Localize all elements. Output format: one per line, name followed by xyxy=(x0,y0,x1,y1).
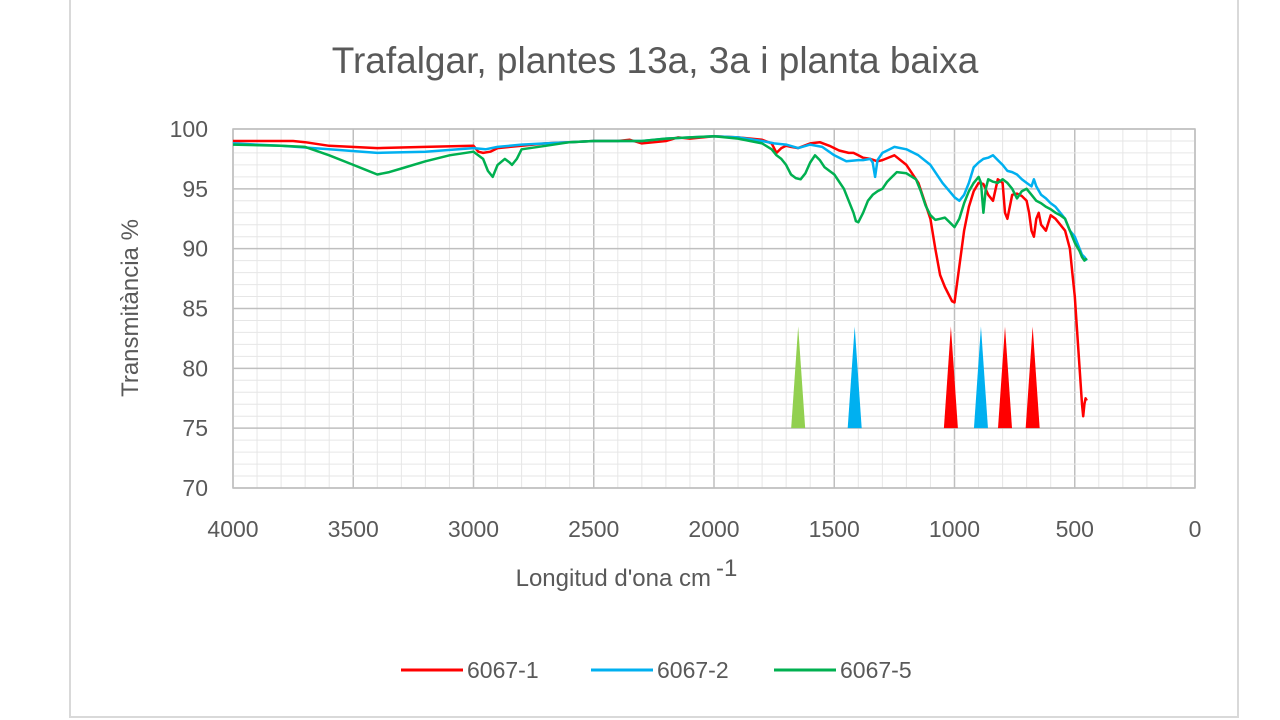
y-tick-label: 90 xyxy=(182,236,208,262)
peak-marker xyxy=(973,326,988,429)
peak-marker xyxy=(847,326,862,429)
y-tick-label: 95 xyxy=(182,176,208,202)
legend: 6067-1 6067-2 6067-5 xyxy=(401,657,912,683)
x-tick-label: 1500 xyxy=(809,516,860,542)
peak-marker xyxy=(943,326,958,429)
y-tick-label: 80 xyxy=(182,355,208,381)
y-tick-label: 75 xyxy=(182,415,208,441)
x-tick-label: 0 xyxy=(1189,516,1202,542)
y-tick-label: 100 xyxy=(170,116,208,142)
series-layer xyxy=(232,134,1088,418)
peak-marker xyxy=(1025,326,1040,429)
grid-layer xyxy=(232,128,1196,489)
y-tick-label: 85 xyxy=(182,296,208,322)
chart-title: Trafalgar, plantes 13a, 3a i planta baix… xyxy=(332,40,979,81)
x-tick-label: 500 xyxy=(1056,516,1094,542)
x-tick-label: 2500 xyxy=(568,516,619,542)
x-axis-label-superscript: -1 xyxy=(716,555,737,582)
y-tick-labels: 100 95 90 85 80 75 70 xyxy=(170,116,208,501)
peak-marker xyxy=(791,326,806,429)
series-line-6067-5 xyxy=(232,134,1088,262)
series-line-6067-1 xyxy=(233,134,1088,418)
peak-markers xyxy=(791,326,1040,429)
legend-label-6067-2: 6067-2 xyxy=(657,657,729,683)
y-axis-label: Transmitància % xyxy=(117,219,144,397)
y-tick-label: 70 xyxy=(182,475,208,501)
legend-label-6067-1: 6067-1 xyxy=(467,657,539,683)
x-tick-label: 2000 xyxy=(688,516,739,542)
x-axis-label: Longitud d'ona cm xyxy=(516,565,711,592)
x-tick-label: 4000 xyxy=(207,516,258,542)
chart-frame: Trafalgar, plantes 13a, 3a i planta baix… xyxy=(69,0,1239,718)
series-line-6067-2 xyxy=(232,134,1088,262)
plot-area-border xyxy=(232,128,1196,489)
x-tick-label: 3000 xyxy=(448,516,499,542)
x-tick-label: 1000 xyxy=(929,516,980,542)
legend-label-6067-5: 6067-5 xyxy=(840,657,912,683)
x-tick-labels: 4000 3500 3000 2500 2000 1500 1000 500 0 xyxy=(207,516,1201,542)
peak-marker xyxy=(998,326,1013,429)
chart-svg: Trafalgar, plantes 13a, 3a i planta baix… xyxy=(117,40,1201,683)
x-tick-label: 3500 xyxy=(328,516,379,542)
